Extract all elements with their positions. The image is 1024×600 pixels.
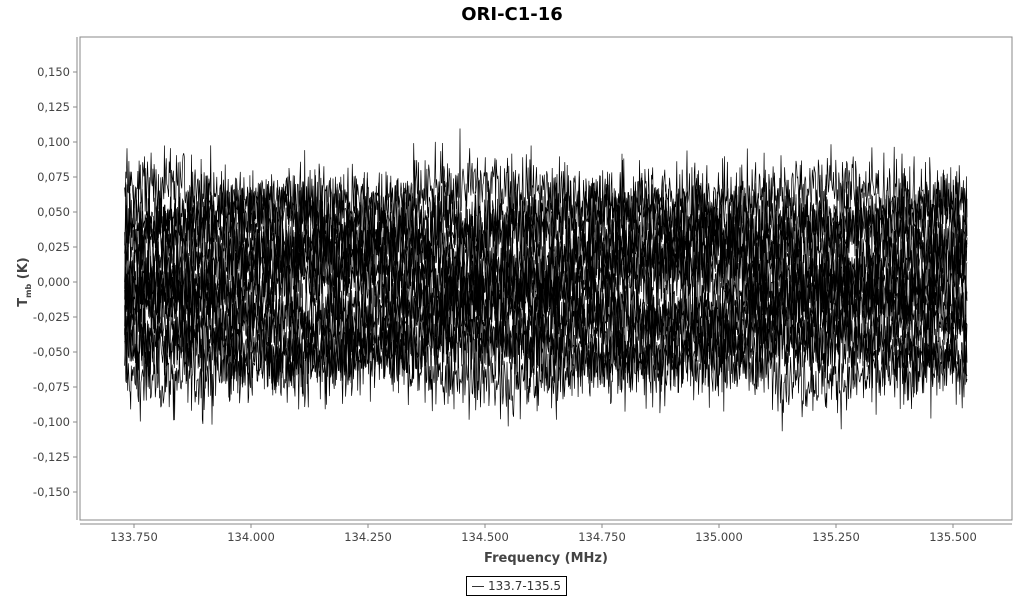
svg-text:Tmb (K): Tmb (K) <box>16 257 33 306</box>
series-trace <box>124 128 968 264</box>
x-tick-label: 134.250 <box>344 530 392 544</box>
y-tick-label: -0,100 <box>33 415 70 429</box>
legend: 133.7-135.5 <box>466 576 568 596</box>
legend-label: 133.7-135.5 <box>488 579 562 593</box>
x-axis-label: Frequency (MHz) <box>484 551 608 566</box>
y-label-main: T <box>16 298 31 307</box>
y-tick-label: -0,150 <box>33 485 70 499</box>
series-traces <box>124 128 968 432</box>
y-tick-label: -0,075 <box>33 380 70 394</box>
x-ticks: 133.750 134.000 134.250 134.500 134.750 135.0… <box>110 524 977 544</box>
y-tick-label: 0,050 <box>37 205 70 219</box>
x-tick-label: 134.750 <box>578 530 626 544</box>
y-tick-label: -0,050 <box>33 345 70 359</box>
x-tick-label: 134.000 <box>227 530 275 544</box>
y-label-sub: mb <box>24 284 33 298</box>
y-tick-label: -0,025 <box>33 310 70 324</box>
y-tick-label: 0,025 <box>37 240 70 254</box>
y-ticks: 0,150 0,125 0,100 0,075 0,050 0,025 0,000 -0,02… <box>33 65 77 499</box>
y-tick-label: 0,100 <box>37 135 70 149</box>
legend-swatch <box>472 585 484 587</box>
x-tick-label: 135.000 <box>695 530 743 544</box>
chart-title: ORI-C1-16 <box>461 4 563 25</box>
x-tick-label: 134.500 <box>461 530 509 544</box>
y-tick-label: 0,125 <box>37 100 70 114</box>
series-trace <box>124 290 968 419</box>
x-tick-label: 135.500 <box>929 530 977 544</box>
y-tick-label: 0,150 <box>37 65 70 79</box>
y-tick-label: 0,075 <box>37 170 70 184</box>
x-tick-label: 133.750 <box>110 530 158 544</box>
y-tick-label: 0,000 <box>37 275 70 289</box>
y-label-unit: (K) <box>16 257 31 283</box>
y-tick-label: -0,125 <box>33 450 70 464</box>
y-axis-label: Tmb (K) <box>16 257 33 306</box>
x-tick-label: 135.250 <box>812 530 860 544</box>
